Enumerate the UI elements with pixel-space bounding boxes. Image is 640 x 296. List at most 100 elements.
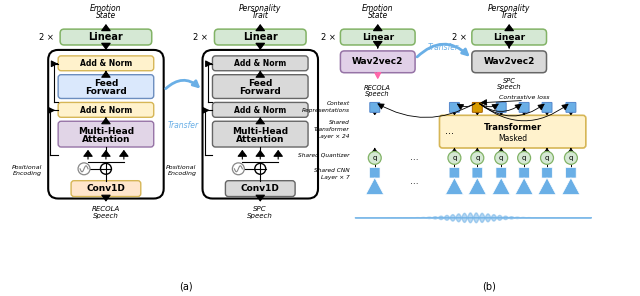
Text: Add & Norm: Add & Norm xyxy=(80,106,132,115)
FancyBboxPatch shape xyxy=(202,50,318,199)
FancyBboxPatch shape xyxy=(519,102,529,112)
Text: Conv1D: Conv1D xyxy=(241,184,280,193)
FancyBboxPatch shape xyxy=(58,121,154,147)
Text: Speech: Speech xyxy=(497,83,522,90)
Text: ...: ... xyxy=(410,153,419,163)
Polygon shape xyxy=(366,178,384,194)
Text: Multi-Head: Multi-Head xyxy=(78,127,134,136)
Text: ...: ... xyxy=(445,126,454,136)
FancyBboxPatch shape xyxy=(58,56,154,71)
Text: Forward: Forward xyxy=(85,87,127,96)
Text: q: q xyxy=(372,155,377,161)
Text: q: q xyxy=(522,155,526,161)
Text: Encoding: Encoding xyxy=(168,171,196,176)
FancyBboxPatch shape xyxy=(542,102,552,112)
Text: q: q xyxy=(475,155,479,161)
FancyBboxPatch shape xyxy=(48,50,164,199)
Text: Attention: Attention xyxy=(82,135,130,144)
Text: Shared CNN: Shared CNN xyxy=(314,168,350,173)
Text: 2 ×: 2 × xyxy=(193,33,208,41)
Text: Forward: Forward xyxy=(239,87,281,96)
Circle shape xyxy=(100,163,111,174)
Text: Wav2vec2: Wav2vec2 xyxy=(483,57,535,66)
Text: Personality: Personality xyxy=(239,4,282,13)
Circle shape xyxy=(448,152,461,164)
Text: SPC: SPC xyxy=(253,206,267,213)
Text: Representations: Representations xyxy=(302,108,350,113)
FancyBboxPatch shape xyxy=(340,51,415,73)
Text: Encoding: Encoding xyxy=(13,171,42,176)
Text: Layer × 24: Layer × 24 xyxy=(317,133,350,139)
FancyBboxPatch shape xyxy=(212,121,308,147)
Circle shape xyxy=(232,163,244,175)
Text: State: State xyxy=(367,11,388,20)
Circle shape xyxy=(495,152,508,164)
Circle shape xyxy=(368,152,381,164)
Text: Masked: Masked xyxy=(498,133,527,143)
FancyBboxPatch shape xyxy=(370,102,380,112)
Text: Transformer: Transformer xyxy=(314,127,350,132)
Text: Linear: Linear xyxy=(493,33,525,41)
Text: Feed: Feed xyxy=(248,79,273,88)
Text: Positional: Positional xyxy=(166,165,196,170)
Text: Add & Norm: Add & Norm xyxy=(80,59,132,68)
Circle shape xyxy=(564,152,577,164)
FancyBboxPatch shape xyxy=(58,102,154,117)
Text: Contrastive loss: Contrastive loss xyxy=(499,95,549,100)
Circle shape xyxy=(255,163,266,174)
FancyBboxPatch shape xyxy=(519,168,529,178)
Polygon shape xyxy=(538,178,556,194)
Text: Linear: Linear xyxy=(243,32,278,42)
Polygon shape xyxy=(492,178,510,194)
FancyBboxPatch shape xyxy=(496,102,506,112)
Text: RECOLA: RECOLA xyxy=(364,85,391,91)
Text: Wav2vec2: Wav2vec2 xyxy=(352,57,403,66)
Text: Transformer: Transformer xyxy=(484,123,541,132)
Text: Transfer: Transfer xyxy=(168,121,198,130)
Text: RECOLA: RECOLA xyxy=(92,206,120,213)
Text: Speech: Speech xyxy=(365,91,390,96)
FancyBboxPatch shape xyxy=(71,181,141,197)
Text: Conv1D: Conv1D xyxy=(86,184,125,193)
FancyBboxPatch shape xyxy=(369,168,380,178)
Text: Speech: Speech xyxy=(247,213,273,219)
Text: (a): (a) xyxy=(179,282,193,292)
Text: Multi-Head: Multi-Head xyxy=(232,127,289,136)
FancyBboxPatch shape xyxy=(566,102,576,112)
Text: Context: Context xyxy=(327,101,350,106)
Text: Add & Norm: Add & Norm xyxy=(234,106,286,115)
Text: ...: ... xyxy=(410,177,419,186)
Text: Shared: Shared xyxy=(329,120,350,125)
Text: SPC: SPC xyxy=(503,78,516,84)
FancyBboxPatch shape xyxy=(472,168,483,178)
Text: 2 ×: 2 × xyxy=(321,33,336,41)
Text: q: q xyxy=(499,155,504,161)
Polygon shape xyxy=(515,178,533,194)
FancyBboxPatch shape xyxy=(225,181,295,197)
FancyBboxPatch shape xyxy=(541,168,552,178)
Circle shape xyxy=(471,152,484,164)
Polygon shape xyxy=(468,178,486,194)
FancyBboxPatch shape xyxy=(449,168,460,178)
FancyBboxPatch shape xyxy=(212,102,308,117)
Text: Attention: Attention xyxy=(236,135,285,144)
FancyBboxPatch shape xyxy=(440,115,586,148)
Text: Emotion: Emotion xyxy=(362,4,394,13)
FancyBboxPatch shape xyxy=(60,29,152,45)
Text: Layer × 7: Layer × 7 xyxy=(321,175,350,180)
Polygon shape xyxy=(562,178,580,194)
Text: Feed: Feed xyxy=(93,79,118,88)
FancyBboxPatch shape xyxy=(214,29,306,45)
FancyBboxPatch shape xyxy=(340,29,415,45)
Text: 2 ×: 2 × xyxy=(452,33,467,41)
FancyBboxPatch shape xyxy=(58,75,154,99)
Circle shape xyxy=(541,152,554,164)
FancyBboxPatch shape xyxy=(566,168,576,178)
FancyBboxPatch shape xyxy=(212,75,308,99)
Text: 2 ×: 2 × xyxy=(39,33,54,41)
Circle shape xyxy=(78,163,90,175)
Text: q: q xyxy=(569,155,573,161)
Text: Add & Norm: Add & Norm xyxy=(234,59,286,68)
Text: Linear: Linear xyxy=(88,32,124,42)
Text: Emotion: Emotion xyxy=(90,4,122,13)
